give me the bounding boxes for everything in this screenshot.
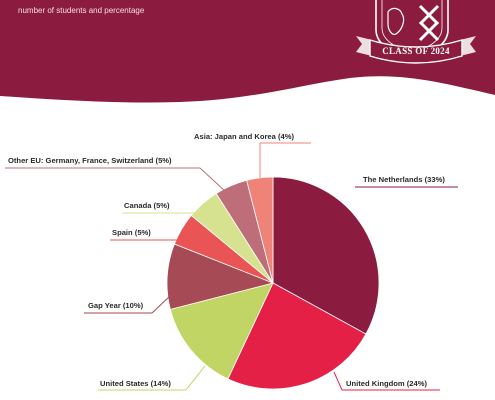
- leader-line-united-states-up: [185, 365, 206, 391]
- slice-label-united-kingdom: United Kingdom (24%): [346, 379, 427, 388]
- pie-slices: [166, 176, 380, 390]
- badge-text: CLASS OF 2024: [382, 46, 450, 56]
- slice-label-canada: Canada (5%): [124, 201, 170, 210]
- leader-line-gap-year-up: [151, 295, 171, 314]
- slice-label-spain: Spain (5%): [112, 228, 151, 237]
- class-of-2024-badge: CLASS OF 2024: [356, 0, 476, 64]
- slice-label-united-states: United States (14%): [100, 379, 171, 388]
- leader-line-other-eu-drop: [199, 167, 227, 193]
- slice-label-asia: Asia: Japan and Korea (4%): [194, 132, 294, 141]
- pie-slice-netherlands: [272, 176, 380, 335]
- header-banner: [0, 0, 495, 103]
- badge-ribbon: [356, 36, 476, 56]
- slice-label-gap-year: Gap Year (10%): [88, 301, 144, 310]
- pie-slice-united-kingdom: [227, 282, 367, 390]
- pie-slice-united-states: [169, 282, 274, 380]
- slice-label-other-eu: Other EU: Germany, France, Switzerland (…: [8, 156, 172, 165]
- slice-label-netherlands: The Netherlands (33%): [363, 175, 445, 184]
- pie-labels: Asia: Japan and Korea (4%) Other EU: Ger…: [5, 132, 458, 391]
- chart-subtitle: number of students and percentage: [18, 6, 145, 15]
- leader-line-united-kingdom-up: [333, 371, 343, 391]
- banner-wave: [0, 0, 495, 103]
